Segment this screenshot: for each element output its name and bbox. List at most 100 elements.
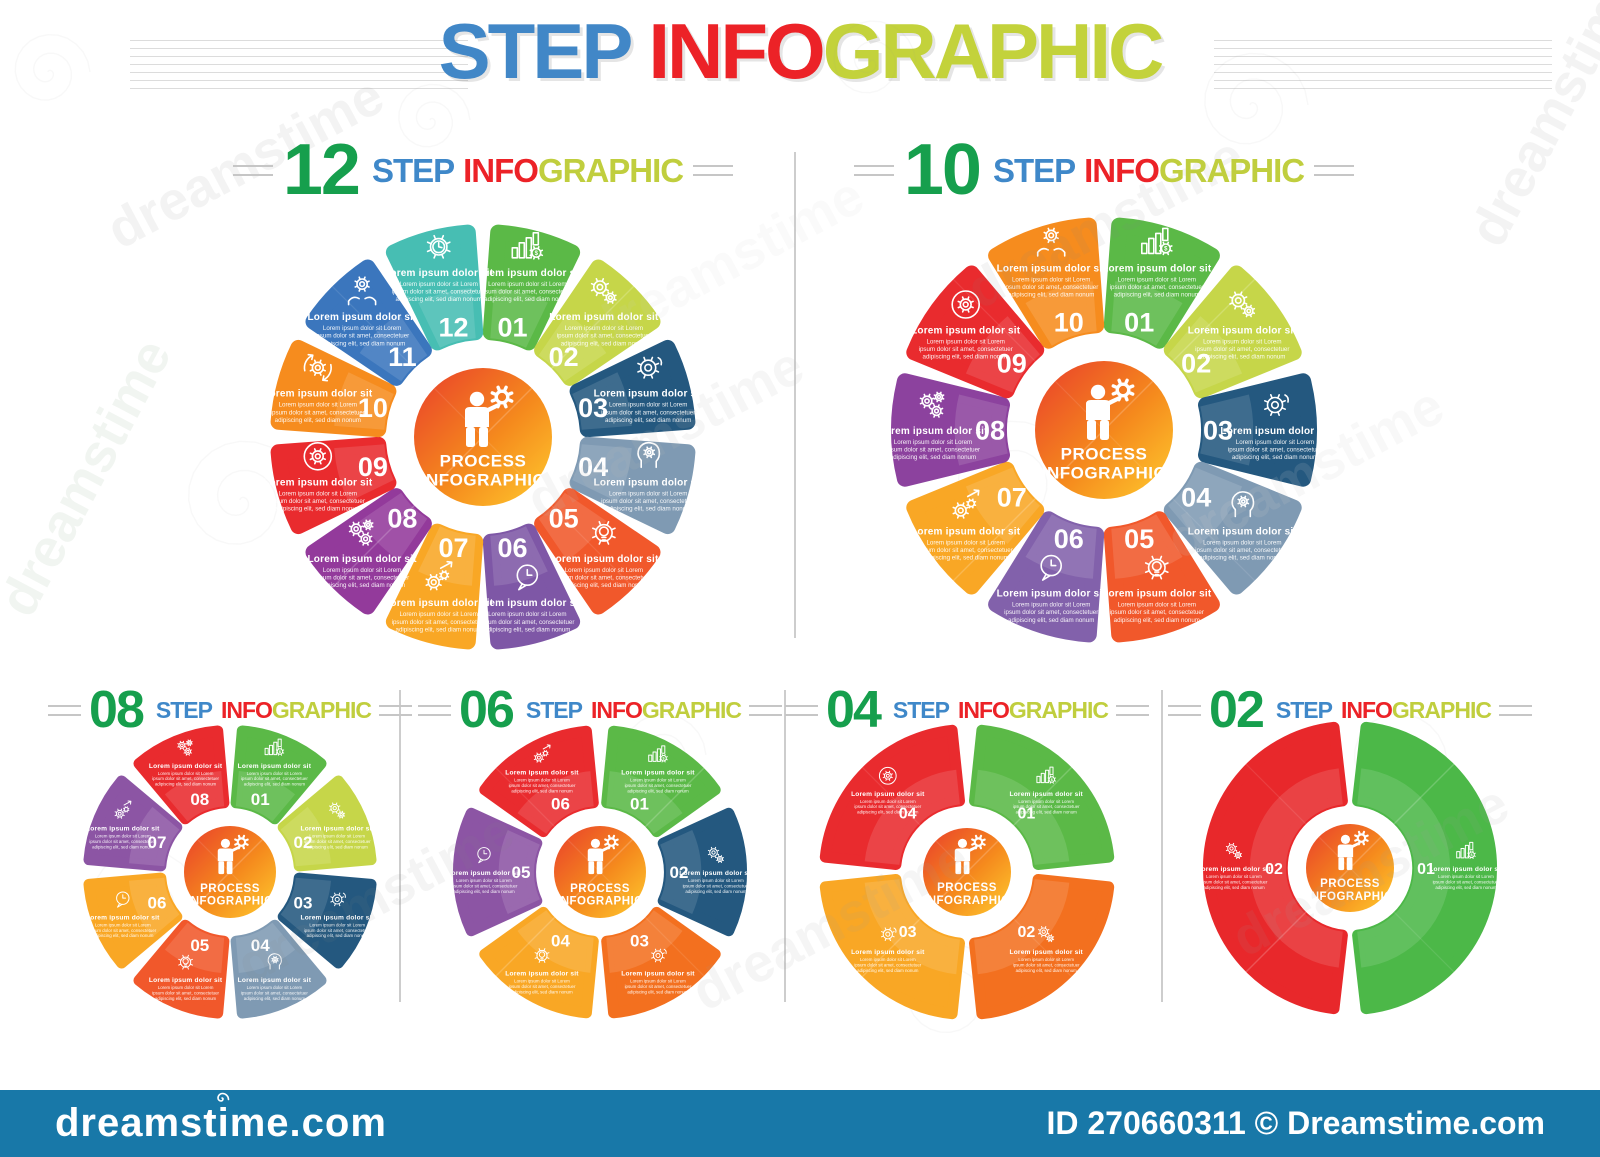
petal-gloss — [974, 769, 1070, 865]
svg-text:$: $ — [1164, 247, 1168, 253]
petal-gloss — [1111, 514, 1183, 579]
petal-title: Lorem ipsum dolor sit — [149, 977, 223, 984]
bar-chart-dollar-icon: $ — [1456, 841, 1476, 859]
petal-body: Lorem ipsum dolor sit Lorem ipsum dolor s… — [601, 402, 695, 424]
petal-title: Lorem ipsum dolor sit — [238, 763, 312, 770]
step-number: 09 — [997, 349, 1027, 379]
petal-title: Lorem ipsum dolor sit — [307, 312, 417, 323]
gears-cluster-icon — [177, 739, 193, 756]
petal-gloss — [235, 771, 296, 822]
watermark-line — [890, 216, 1318, 644]
watermark-spiral — [1204, 52, 1309, 145]
gear-arrow-icon — [952, 489, 980, 519]
step-number: 06 — [497, 533, 527, 563]
petal-body: Lorem ipsum dolor sit Lorem ipsum dolor s… — [89, 922, 156, 938]
page-title: STEP INFOGRAPHIC — [0, 12, 1600, 90]
watermark-bar: dreamstime.com ID 270660311 © Dreamstime… — [0, 1090, 1600, 1157]
gear-circle-icon — [303, 441, 333, 471]
gears-icon — [329, 802, 346, 819]
step-number: 08 — [975, 416, 1005, 446]
watermark-spiral — [833, 20, 917, 94]
petal-title: Lorem ipsum dolor sit — [384, 598, 494, 609]
gear-bulb-icon — [178, 954, 193, 970]
petal-title: Lorem ipsum dolor sit — [878, 426, 988, 437]
petal-body: Lorem ipsum dolor sit Lorem ipsum dolor s… — [315, 325, 409, 347]
gear-arrow-icon — [533, 744, 551, 763]
chat-clock-icon — [477, 847, 491, 864]
heading-word-step: STEP — [155, 696, 213, 723]
petal-steps-12-05: 05 Lorem ipsum dolor sit Lorem ipsum dolor… — [534, 488, 661, 615]
petal-gloss — [864, 769, 960, 865]
petal-body: Lorem ipsum dolor sit Lorem ipsum dolor s… — [1201, 874, 1268, 890]
gear-arrow-icon — [114, 800, 132, 819]
watermark-line — [452, 724, 748, 1020]
svg-text:$: $ — [1471, 853, 1474, 857]
step-number: 04 — [578, 452, 608, 482]
svg-text:$: $ — [1051, 778, 1054, 782]
step-number: 01 — [630, 795, 649, 814]
petal-body: Lorem ipsum dolor sit Lorem ipsum dolor s… — [1004, 276, 1098, 298]
step-number: 07 — [438, 533, 468, 563]
head-gears-icon — [1231, 491, 1255, 518]
gear-icon — [880, 927, 897, 942]
heading-word-graphic: GRAPHIC — [537, 151, 684, 189]
svg-text:$: $ — [535, 251, 539, 257]
center-label-line1: PROCESS — [440, 452, 527, 471]
heading-word-graphic: GRAPHIC — [1391, 696, 1492, 723]
petal-body: Lorem ipsum dolor sit Lorem ipsum dolor s… — [315, 567, 409, 589]
heading-steps-12: 12 STEP INFO GRAPHIC — [223, 134, 743, 206]
watermark-line — [818, 723, 1116, 1021]
petal-title: Lorem ipsum dolor sit — [1009, 949, 1083, 956]
watermark-line — [269, 223, 697, 651]
petal-title: Lorem ipsum dolor sit — [679, 870, 753, 877]
gear-icon — [637, 356, 663, 379]
petal-gloss — [1025, 514, 1097, 579]
watermark-line — [452, 724, 748, 1020]
step-number: 11 — [388, 342, 417, 372]
gear-clock-icon — [426, 234, 451, 259]
petal-gloss — [606, 771, 683, 834]
petal-body: Lorem ipsum dolor sit Lorem ipsum dolor s… — [509, 778, 576, 794]
petal-steps-12-02: 02 Lorem ipsum dolor sit Lorem ipsum dolor… — [534, 259, 661, 386]
petal-steps-10-02: 02 Lorem ipsum dolor sit Lorem ipsum dolor… — [1163, 265, 1302, 399]
petal-gloss — [572, 444, 632, 502]
petal-body: Lorem ipsum dolor sit Lorem ipsum dolor s… — [886, 439, 980, 461]
petal-body: Lorem ipsum dolor sit Lorem ipsum dolor s… — [854, 957, 921, 973]
petal-title: Lorem ipsum dolor sit — [263, 477, 373, 488]
center-label-line1: PROCESS — [1320, 878, 1380, 890]
petal-steps-10-01: 01 $ Lorem ipsum dolor sit Lorem ipsum dol… — [1102, 217, 1220, 349]
petal-gloss — [1249, 768, 1343, 968]
step-number: 04 — [551, 932, 570, 951]
petal-steps-12-06: 06 Lorem ipsum dolor sit Lorem ipsum dolor… — [473, 523, 582, 650]
petal-body: Lorem ipsum dolor sit Lorem ipsum dolor s… — [480, 611, 574, 633]
petal-steps-10-04: 04 Lorem ipsum dolor sit Lorem ipsum dolor… — [1163, 461, 1302, 595]
gear-icon — [330, 892, 346, 907]
title-word-graphic: GRAPHIC — [822, 7, 1165, 95]
petal-title: Lorem ipsum dolor sit — [1197, 866, 1271, 873]
gears-icon — [590, 278, 617, 304]
petal-body: Lorem ipsum dolor sit Lorem ipsum dolor s… — [271, 402, 365, 424]
heading-dash — [1115, 704, 1149, 716]
heading-dash — [378, 704, 412, 716]
petal-title: Lorem ipsum dolor sit — [1009, 791, 1083, 798]
petal-title: Lorem ipsum dolor sit — [997, 263, 1107, 274]
petal-title: Lorem ipsum dolor sit — [263, 389, 373, 400]
heading-dash — [418, 704, 452, 716]
step-number: 06 — [148, 893, 167, 912]
petal-gloss — [235, 922, 296, 973]
step-number: 02 — [1181, 349, 1211, 379]
heading-dash — [693, 164, 733, 176]
businessman-gear-icon — [465, 385, 514, 447]
gear-bulb-icon — [534, 948, 550, 963]
heading-steps-02: 02 STEP INFO GRAPHIC — [1160, 684, 1540, 736]
petal-gloss — [490, 526, 548, 586]
